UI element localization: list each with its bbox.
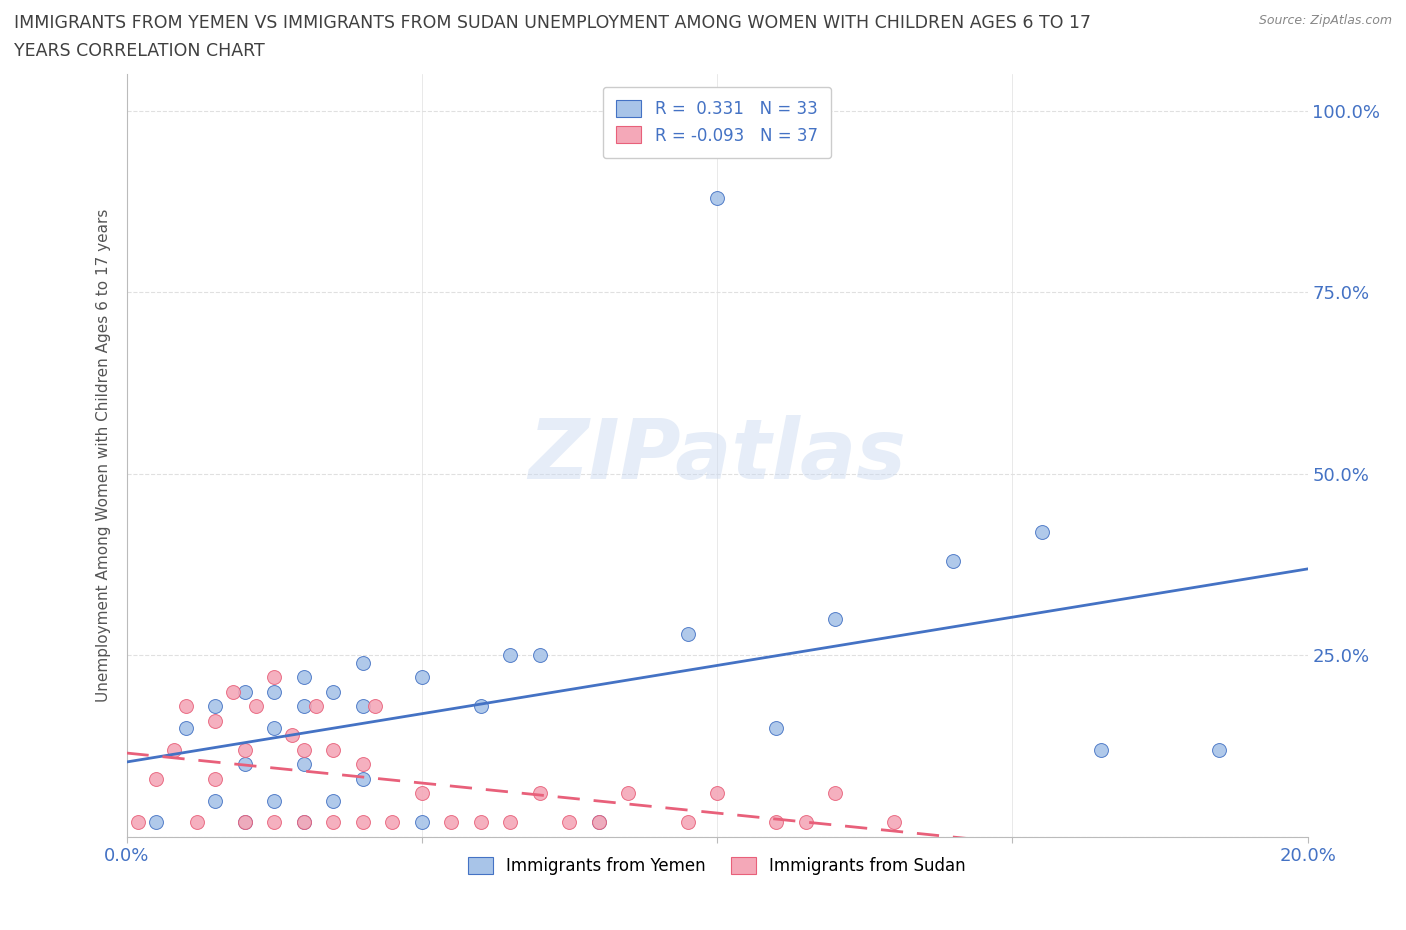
Point (292, 698, 315, 713)
Point (204, 713, 226, 728)
Point (352, 757, 374, 772)
Point (233, 684, 256, 699)
Y-axis label: Unemployment Among Women with Children Ages 6 to 17 years: Unemployment Among Women with Children A… (96, 209, 111, 702)
Point (588, 815, 610, 830)
Text: IMMIGRANTS FROM YEMEN VS IMMIGRANTS FROM SUDAN UNEMPLOYMENT AMONG WOMEN WITH CHI: IMMIGRANTS FROM YEMEN VS IMMIGRANTS FROM… (14, 14, 1091, 32)
Point (127, 815, 149, 830)
Point (381, 815, 404, 830)
Point (245, 698, 267, 713)
Point (352, 815, 374, 830)
Point (470, 698, 492, 713)
Point (233, 815, 256, 830)
Point (1090, 742, 1112, 757)
Point (1031, 525, 1053, 539)
Point (322, 742, 344, 757)
Point (794, 815, 817, 830)
Point (304, 698, 326, 713)
Point (558, 815, 581, 830)
Point (411, 670, 433, 684)
Point (145, 815, 167, 830)
Point (765, 815, 787, 830)
Legend: Immigrants from Yemen, Immigrants from Sudan: Immigrants from Yemen, Immigrants from S… (461, 851, 973, 882)
Text: Source: ZipAtlas.com: Source: ZipAtlas.com (1258, 14, 1392, 27)
Point (617, 786, 640, 801)
Point (352, 698, 374, 713)
Point (470, 815, 492, 830)
Point (233, 742, 256, 757)
Point (204, 793, 226, 808)
Point (233, 815, 256, 830)
Point (263, 684, 285, 699)
Point (1208, 742, 1230, 757)
Text: ZIPatlas: ZIPatlas (529, 415, 905, 497)
Point (292, 757, 315, 772)
Point (824, 612, 846, 627)
Point (174, 698, 197, 713)
Point (263, 670, 285, 684)
Point (281, 728, 304, 743)
Point (411, 815, 433, 830)
Point (204, 698, 226, 713)
Point (352, 656, 374, 671)
Point (411, 786, 433, 801)
Point (322, 793, 344, 808)
Point (883, 815, 905, 830)
Point (529, 786, 551, 801)
Point (529, 648, 551, 663)
Point (676, 815, 699, 830)
Point (263, 793, 285, 808)
Point (186, 815, 208, 830)
Point (440, 815, 463, 830)
Point (765, 721, 787, 736)
Point (499, 815, 522, 830)
Point (706, 786, 728, 801)
Point (363, 698, 385, 713)
Point (145, 772, 167, 787)
Point (222, 684, 245, 699)
Point (163, 742, 186, 757)
Point (322, 684, 344, 699)
Point (292, 742, 315, 757)
Point (824, 786, 846, 801)
Point (706, 191, 728, 206)
Point (292, 670, 315, 684)
Point (352, 772, 374, 787)
Point (499, 648, 522, 663)
Point (233, 757, 256, 772)
Point (676, 626, 699, 641)
Text: YEARS CORRELATION CHART: YEARS CORRELATION CHART (14, 42, 264, 60)
Point (204, 772, 226, 787)
Point (292, 815, 315, 830)
Point (322, 815, 344, 830)
Point (174, 721, 197, 736)
Point (263, 815, 285, 830)
Point (263, 721, 285, 736)
Point (292, 815, 315, 830)
Point (588, 815, 610, 830)
Point (942, 553, 965, 568)
